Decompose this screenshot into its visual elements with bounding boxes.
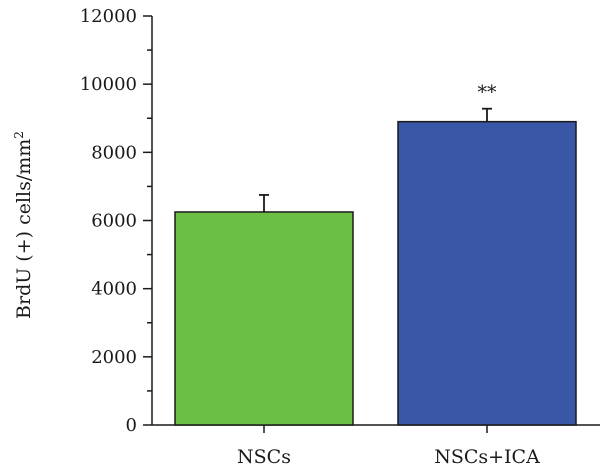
annotations: **: [478, 82, 498, 104]
significance-marker: **: [478, 82, 498, 104]
y-tick-label: 6000: [91, 211, 137, 232]
error-bars: [259, 107, 492, 212]
y-tick-label: 8000: [91, 142, 137, 163]
y-axis-title-main: BrdU (+) cells/mm: [13, 139, 35, 319]
y-axis: 0 2000 4000 6000 8000 10000 12000: [80, 6, 153, 436]
y-tick-label: 10000: [80, 74, 137, 95]
x-tick-label: NSCs: [237, 446, 291, 468]
bars: [174, 120, 577, 426]
y-tick-label: 12000: [80, 6, 137, 27]
y-axis-title-superscript: 2: [12, 131, 26, 139]
y-axis-title: BrdU (+) cells/mm2: [12, 131, 35, 319]
y-tick-label: 0: [126, 415, 137, 436]
bar: [174, 211, 354, 426]
y-tick-label: 4000: [91, 279, 137, 300]
x-axis: NSCs NSCs+ICA: [152, 424, 600, 468]
x-tick-label: NSCs+ICA: [434, 446, 540, 468]
bar: [397, 120, 577, 426]
y-tick-label: 2000: [91, 347, 137, 368]
